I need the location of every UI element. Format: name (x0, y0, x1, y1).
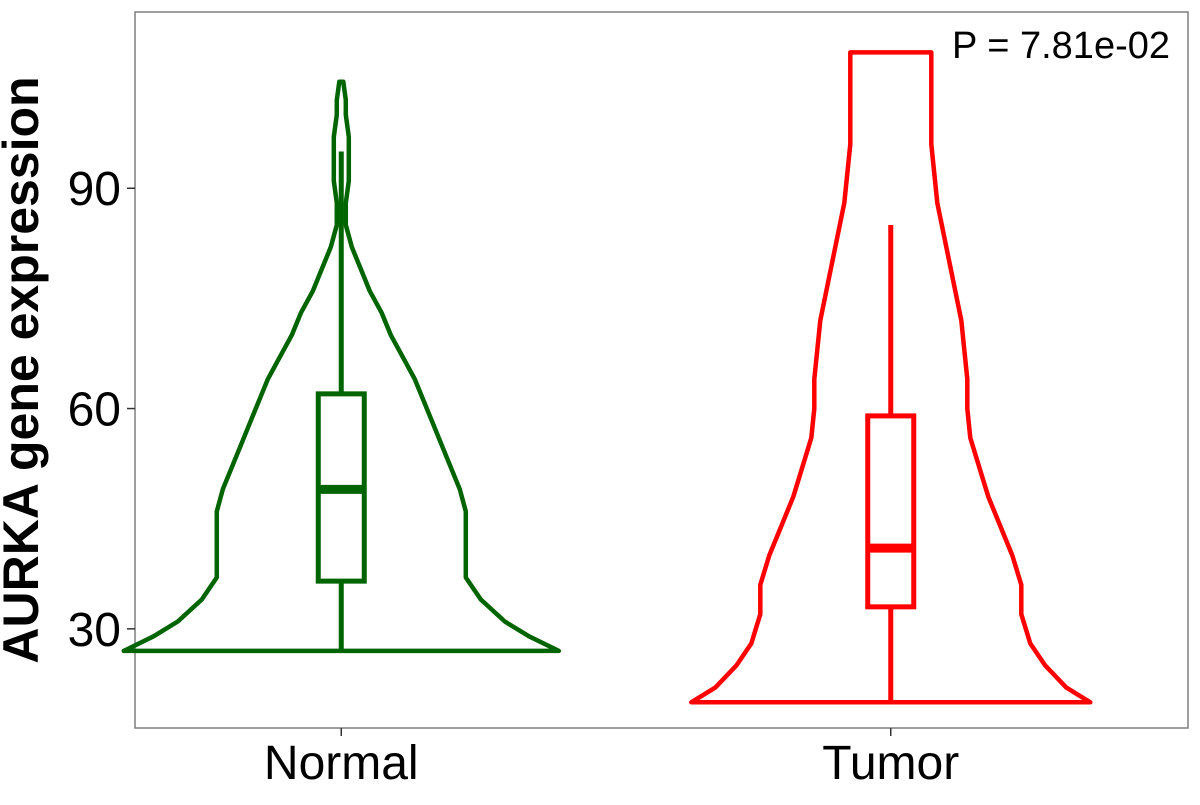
violin-normal (121, 79, 562, 654)
box-tumor (865, 413, 917, 610)
y-tick-label: 60 (68, 384, 121, 437)
y-axis: 30 60 90 (68, 163, 135, 657)
x-tick-label-normal: Normal (264, 737, 419, 790)
violin-tumor (689, 50, 1093, 705)
x-axis: Normal Tumor (264, 728, 959, 790)
p-value-annotation: P = 7.81e-02 (952, 25, 1170, 67)
plot-panel-border (134, 11, 1189, 729)
violin-layer (121, 50, 1093, 705)
x-tick-label-tumor: Tumor (822, 737, 959, 790)
y-tick-label: 30 (68, 604, 121, 657)
boxplot-layer (315, 151, 917, 703)
y-axis-title: AURKA gene expression (0, 76, 49, 663)
y-tick-label: 90 (68, 163, 121, 216)
